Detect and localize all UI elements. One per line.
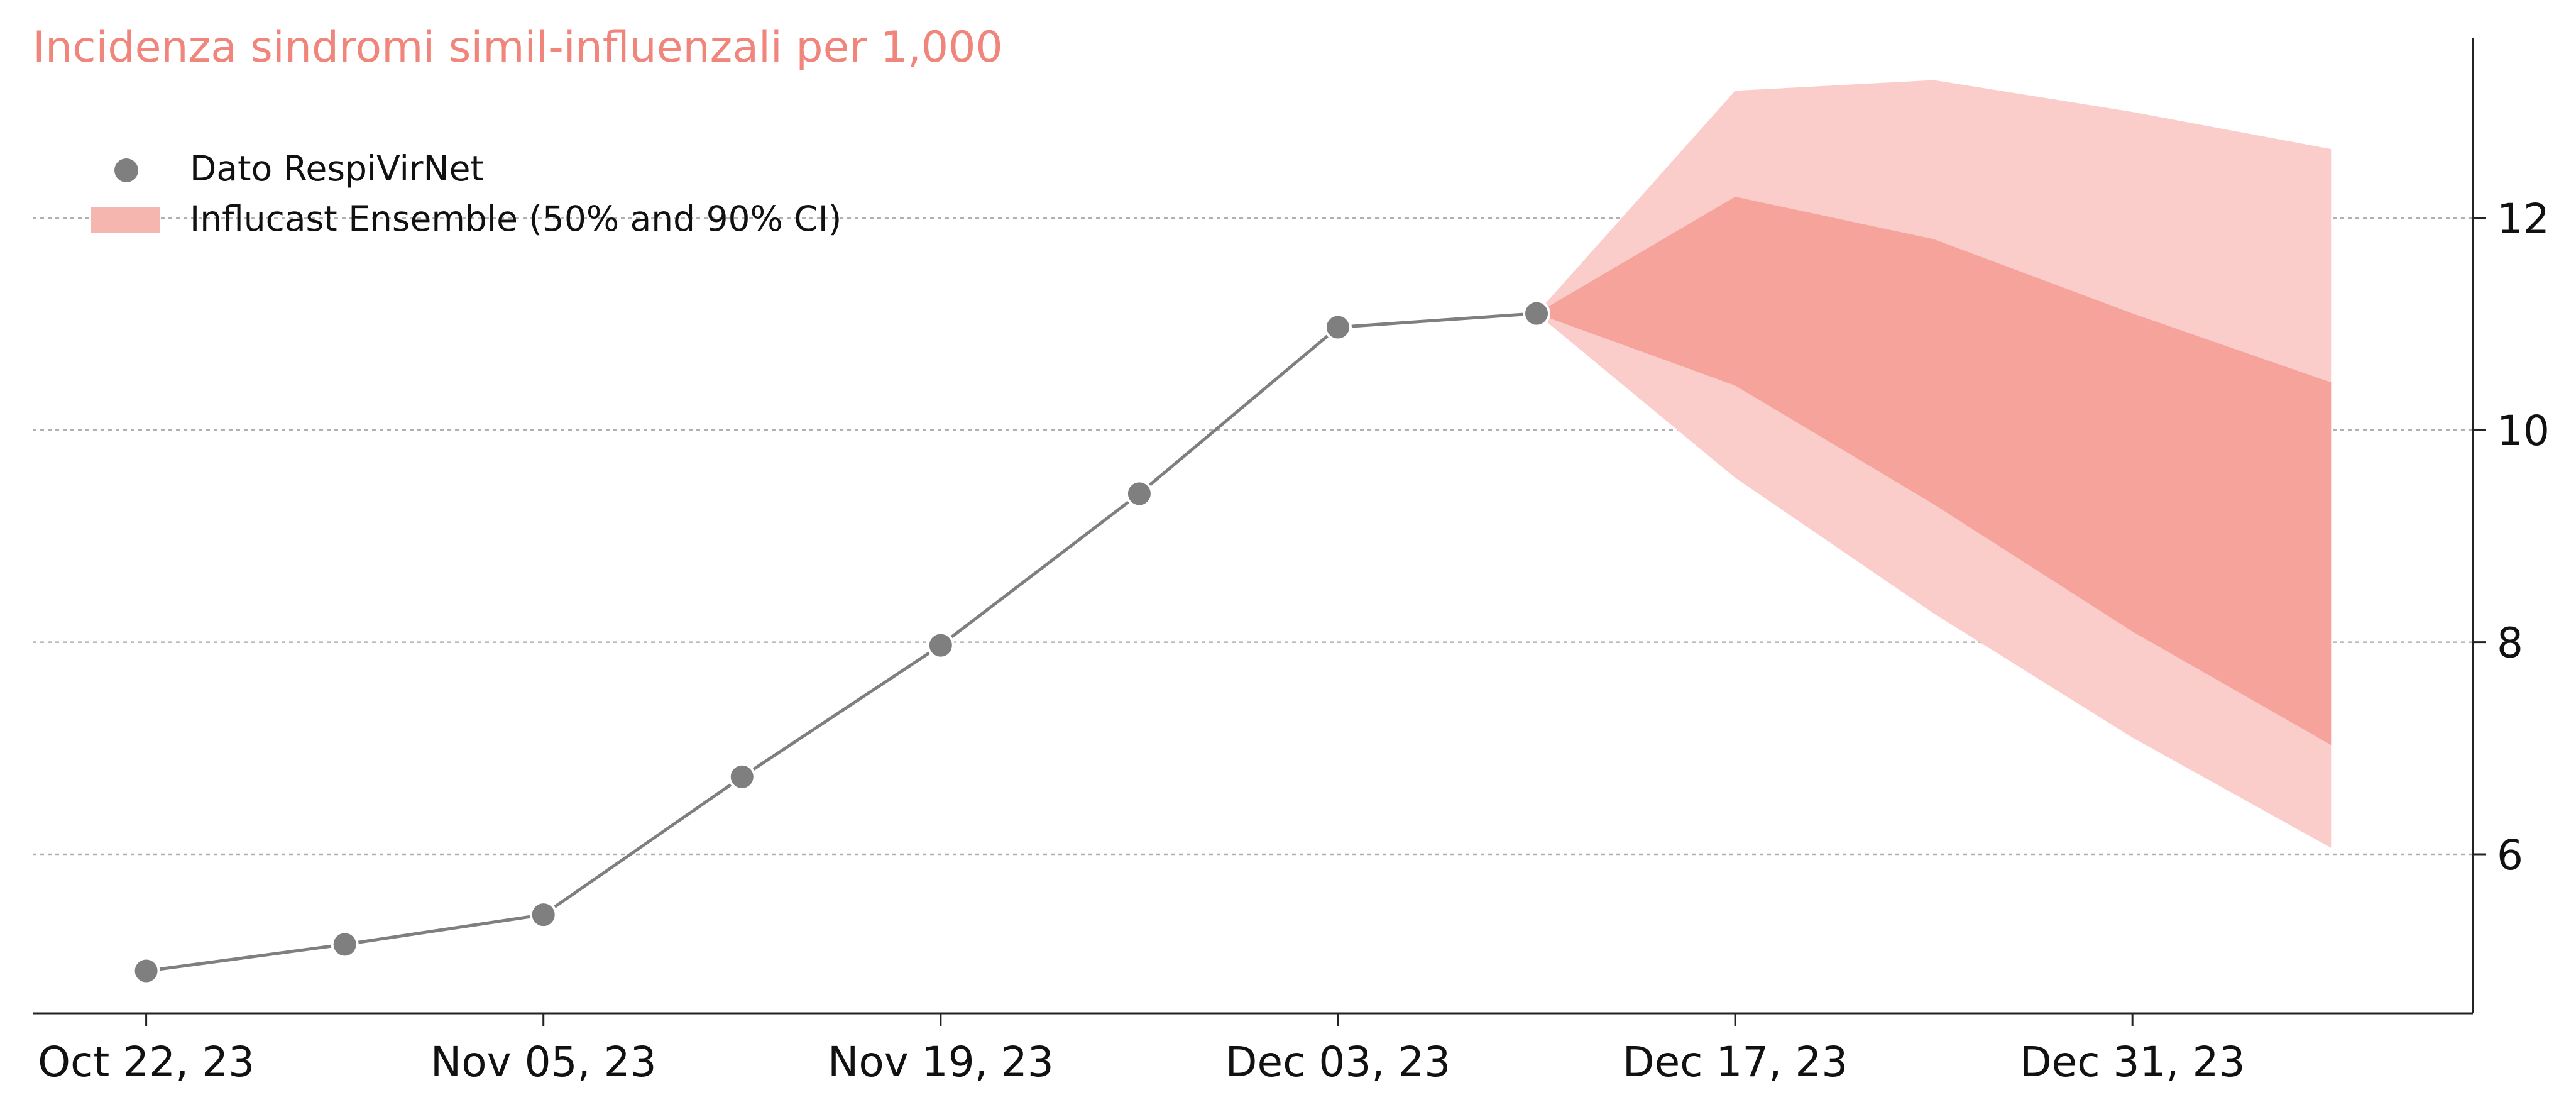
observed-point xyxy=(926,631,955,659)
y-tick-label: 6 xyxy=(2497,831,2523,879)
x-tick-label: Oct 22, 23 xyxy=(38,1038,255,1086)
observed-point xyxy=(1125,480,1153,508)
observed-series xyxy=(132,299,1551,985)
axes xyxy=(33,38,2474,1015)
x-axis-ticks: Oct 22, 23 Nov 05, 23 Nov 19, 23 Dec 03, 23… xyxy=(38,1013,2245,1086)
y-tick-label: 10 xyxy=(2497,407,2550,455)
observed-point xyxy=(1523,299,1551,328)
x-tick-label: Dec 03, 23 xyxy=(1225,1038,1451,1086)
x-tick-label: Dec 17, 23 xyxy=(1623,1038,1848,1086)
observed-point xyxy=(728,762,756,791)
forecast-band-50 xyxy=(1537,197,2332,746)
x-tick-label: Nov 05, 23 xyxy=(430,1038,657,1086)
observed-point xyxy=(132,957,160,985)
legend-label-forecast: Influcast Ensemble (50% and 90% CI) xyxy=(190,199,842,239)
observed-point xyxy=(331,930,359,959)
legend-swatch-forecast xyxy=(91,207,160,233)
legend-marker-observed xyxy=(114,158,138,182)
y-tick-label: 8 xyxy=(2497,619,2523,668)
observed-point xyxy=(1324,313,1352,341)
y-axis-ticks: 6 8 10 12 xyxy=(2473,195,2550,879)
y-tick-label: 12 xyxy=(2497,195,2550,243)
x-tick-label: Dec 31, 23 xyxy=(2020,1038,2245,1086)
legend-label-observed: Dato RespiVirNet xyxy=(190,148,485,189)
forecast-bands xyxy=(1537,80,2332,848)
chart-title: Incidenza sindromi simil-influenzali per… xyxy=(33,23,1003,72)
x-tick-label: Nov 19, 23 xyxy=(828,1038,1054,1086)
observed-point xyxy=(529,901,557,929)
observed-line xyxy=(146,312,1537,972)
